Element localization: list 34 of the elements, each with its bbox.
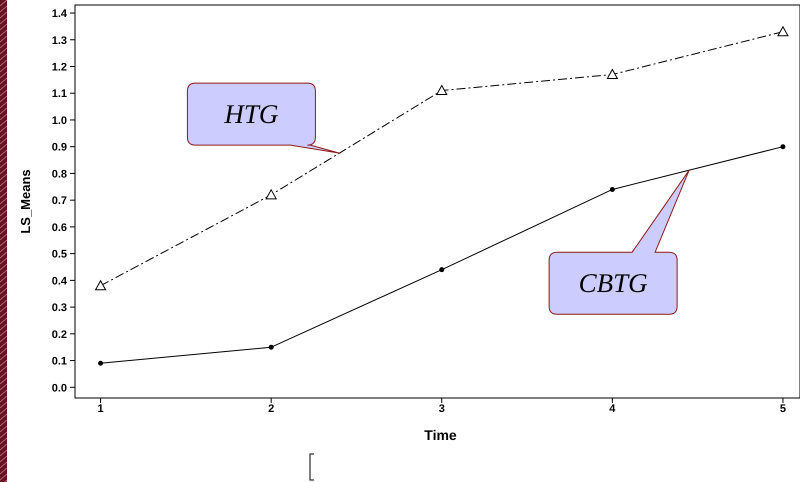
- y-tick-label: 0.5: [52, 248, 67, 261]
- y-tick-label: 0.7: [52, 195, 67, 208]
- point: [268, 344, 274, 350]
- y-tick-label: 0.8: [52, 168, 67, 180]
- point: [777, 26, 788, 36]
- x-tick-label: 1: [98, 403, 104, 415]
- y-tick-label: 1.0: [52, 114, 67, 127]
- y-tick-label: 0.4: [52, 275, 68, 288]
- x-tick-label: 3: [438, 403, 445, 415]
- y-tick-label: 1.3: [52, 34, 67, 47]
- y-tick-label: 0.6: [52, 222, 67, 234]
- point: [95, 280, 106, 290]
- y-axis-title: LS_Means: [18, 169, 33, 234]
- point: [98, 360, 104, 366]
- point: [266, 189, 277, 200]
- y-tick-label: 0.3: [52, 302, 67, 314]
- y-tick-label: 0.0: [52, 382, 67, 394]
- y-tick-label: 1.2: [52, 61, 67, 74]
- point: [436, 85, 448, 96]
- y-tick-label: 0.9: [52, 142, 67, 154]
- point: [780, 144, 786, 150]
- point: [606, 69, 618, 80]
- y-tick-label: 1.4: [52, 8, 68, 20]
- y-tick-label: 0.2: [52, 328, 67, 341]
- y-tick-label: 1.1: [52, 88, 67, 100]
- series-label: HTG: [223, 99, 278, 130]
- x-tick-label: 4: [609, 403, 616, 415]
- point: [439, 267, 444, 272]
- x-axis-title: Time: [424, 427, 457, 443]
- point: [610, 186, 615, 192]
- y-tick-label: 0.1: [52, 356, 67, 368]
- x-tick-label: 2: [268, 403, 274, 415]
- text: CBTG: [578, 268, 648, 298]
- x-tick-label: 5: [780, 403, 786, 415]
